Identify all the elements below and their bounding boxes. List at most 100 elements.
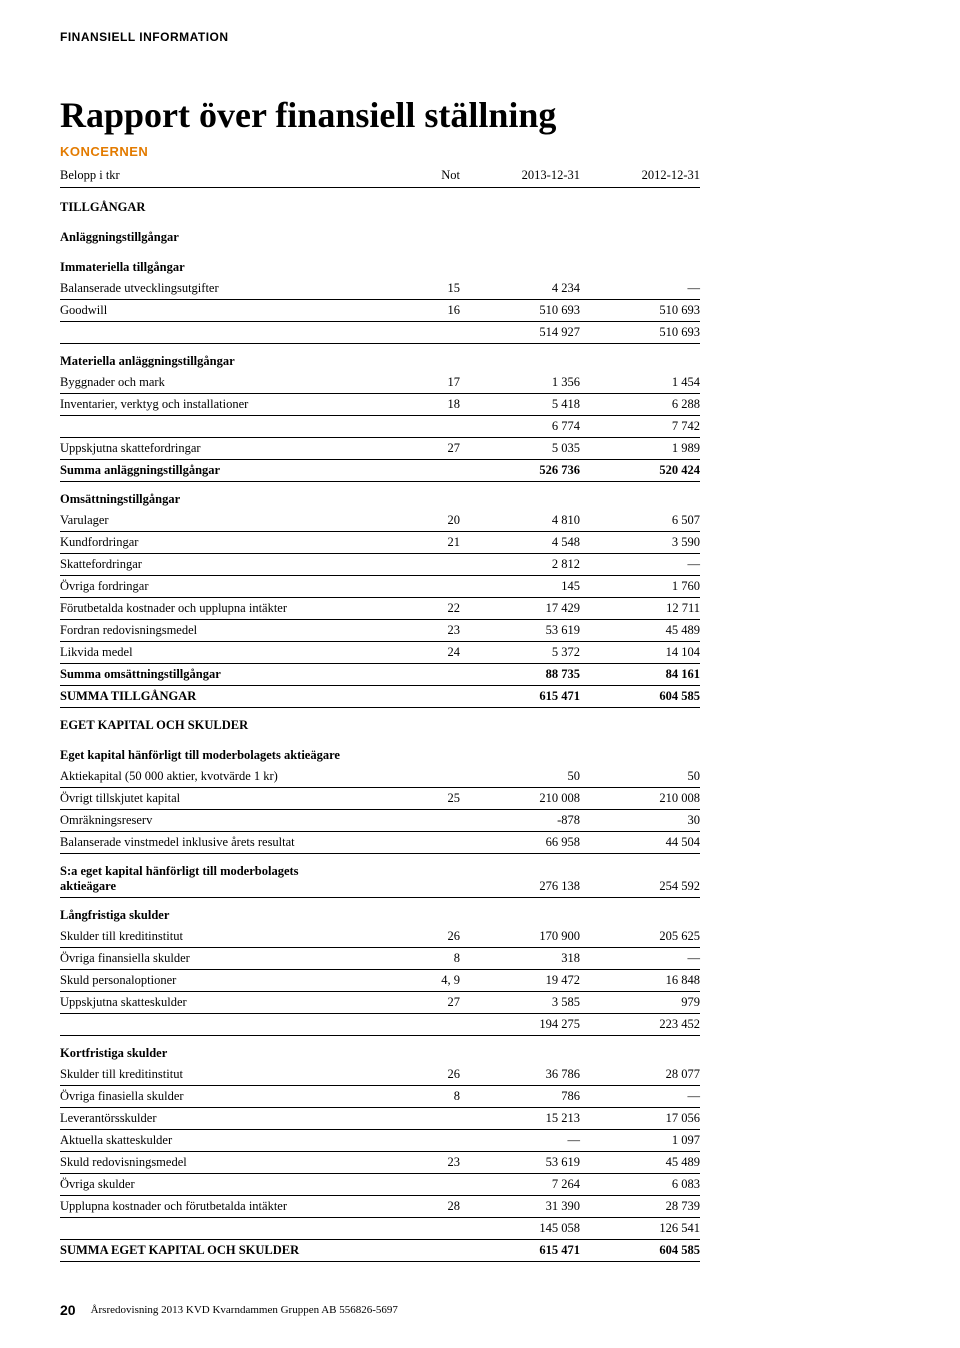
- y2-cell: 604 585: [580, 1240, 700, 1262]
- not-cell: 23: [400, 620, 460, 642]
- section-head-cell: Immateriella tillgångar: [60, 248, 700, 278]
- footer: 20 Årsredovisning 2013 KVD Kvarndammen G…: [60, 1302, 900, 1318]
- subhead: KONCERNEN: [60, 144, 900, 159]
- not-cell: [400, 832, 460, 854]
- y2-cell: 979: [580, 992, 700, 1014]
- table-row: Övriga finasiella skulder8786—: [60, 1086, 700, 1108]
- not-cell: 27: [400, 992, 460, 1014]
- y1-cell: 31 390: [460, 1196, 580, 1218]
- not-cell: [400, 686, 460, 708]
- label-cell: Skulder till kreditinstitut: [60, 926, 400, 948]
- table-row: Summa omsättningstillgångar88 73584 161: [60, 664, 700, 686]
- label-cell: [60, 416, 400, 438]
- table-row: Eget kapital hänförligt till moderbolage…: [60, 736, 700, 766]
- table-row: Likvida medel245 37214 104: [60, 642, 700, 664]
- col-label: Belopp i tkr: [60, 165, 400, 188]
- y2-cell: 223 452: [580, 1014, 700, 1036]
- label-cell: Skuld personaloptioner: [60, 970, 400, 992]
- table-row: Omräkningsreserv-87830: [60, 810, 700, 832]
- y2-cell: 12 711: [580, 598, 700, 620]
- y1-cell: 5 418: [460, 394, 580, 416]
- y2-cell: 45 489: [580, 620, 700, 642]
- y1-cell: 526 736: [460, 460, 580, 482]
- table-row: Varulager204 8106 507: [60, 510, 700, 532]
- table-row: Balanserade utvecklingsutgifter154 234—: [60, 278, 700, 300]
- table-row: Förutbetalda kostnader och upplupna intä…: [60, 598, 700, 620]
- y1-cell: 66 958: [460, 832, 580, 854]
- y2-cell: 84 161: [580, 664, 700, 686]
- table-row: SUMMA EGET KAPITAL OCH SKULDER615 471604…: [60, 1240, 700, 1262]
- label-cell: Skattefordringar: [60, 554, 400, 576]
- label-cell: SUMMA TILLGÅNGAR: [60, 686, 400, 708]
- y1-cell: 88 735: [460, 664, 580, 686]
- label-cell: Övriga fordringar: [60, 576, 400, 598]
- not-cell: [400, 766, 460, 788]
- y1-cell: 510 693: [460, 300, 580, 322]
- not-cell: [400, 810, 460, 832]
- table-row: 6 7747 742: [60, 416, 700, 438]
- col-not: Not: [400, 165, 460, 188]
- table-row: 514 927510 693: [60, 322, 700, 344]
- not-cell: [400, 1240, 460, 1262]
- section-head-cell: Anläggningstillgångar: [60, 218, 700, 248]
- y1-cell: 4 810: [460, 510, 580, 532]
- y2-cell: 126 541: [580, 1218, 700, 1240]
- not-cell: 15: [400, 278, 460, 300]
- y2-cell: —: [580, 554, 700, 576]
- y2-cell: 604 585: [580, 686, 700, 708]
- label-cell: [60, 322, 400, 344]
- not-cell: [400, 576, 460, 598]
- section-head-cell: Kortfristiga skulder: [60, 1036, 700, 1065]
- not-cell: [400, 664, 460, 686]
- not-cell: 17: [400, 372, 460, 394]
- y2-cell: 254 592: [580, 854, 700, 898]
- y1-cell: 53 619: [460, 620, 580, 642]
- y2-cell: 1 097: [580, 1130, 700, 1152]
- table-row: Övriga fordringar1451 760: [60, 576, 700, 598]
- section-head-cell: Omsättningstillgångar: [60, 482, 700, 511]
- y2-cell: 1 760: [580, 576, 700, 598]
- label-cell: Likvida medel: [60, 642, 400, 664]
- y1-cell: 5 035: [460, 438, 580, 460]
- page-title: Rapport över finansiell ställning: [60, 94, 900, 136]
- not-cell: 8: [400, 1086, 460, 1108]
- y1-cell: 1 356: [460, 372, 580, 394]
- y1-cell: —: [460, 1130, 580, 1152]
- label-cell: Övriga skulder: [60, 1174, 400, 1196]
- y2-cell: 510 693: [580, 300, 700, 322]
- section-head-cell: TILLGÅNGAR: [60, 188, 700, 219]
- not-cell: 28: [400, 1196, 460, 1218]
- y1-cell: 7 264: [460, 1174, 580, 1196]
- table-row: TILLGÅNGAR: [60, 188, 700, 219]
- not-cell: [400, 1108, 460, 1130]
- table-row: Fordran redovisningsmedel2353 61945 489: [60, 620, 700, 642]
- table-row: EGET KAPITAL OCH SKULDER: [60, 708, 700, 737]
- label-cell: Övriga finasiella skulder: [60, 1086, 400, 1108]
- y2-cell: 1 989: [580, 438, 700, 460]
- not-cell: 20: [400, 510, 460, 532]
- not-cell: [400, 854, 460, 898]
- table-row: Inventarier, verktyg och installationer1…: [60, 394, 700, 416]
- table-row: 145 058126 541: [60, 1218, 700, 1240]
- not-cell: [400, 416, 460, 438]
- table-row: Långfristiga skulder: [60, 898, 700, 927]
- table-row: Skuld personaloptioner4, 919 47216 848: [60, 970, 700, 992]
- y2-cell: 6 083: [580, 1174, 700, 1196]
- label-cell: Förutbetalda kostnader och upplupna intä…: [60, 598, 400, 620]
- y1-cell: 276 138: [460, 854, 580, 898]
- y1-cell: 36 786: [460, 1064, 580, 1086]
- financial-table: Belopp i tkr Not 2013-12-31 2012-12-31 T…: [60, 165, 700, 1262]
- label-cell: Inventarier, verktyg och installationer: [60, 394, 400, 416]
- label-cell: Skulder till kreditinstitut: [60, 1064, 400, 1086]
- label-cell: Aktiekapital (50 000 aktier, kvotvärde 1…: [60, 766, 400, 788]
- y2-cell: 14 104: [580, 642, 700, 664]
- y2-cell: 3 590: [580, 532, 700, 554]
- y2-cell: 210 008: [580, 788, 700, 810]
- y2-cell: 50: [580, 766, 700, 788]
- y1-cell: 170 900: [460, 926, 580, 948]
- not-cell: [400, 322, 460, 344]
- not-cell: 25: [400, 788, 460, 810]
- table-row: 194 275223 452: [60, 1014, 700, 1036]
- y1-cell: 50: [460, 766, 580, 788]
- y1-cell: 4 234: [460, 278, 580, 300]
